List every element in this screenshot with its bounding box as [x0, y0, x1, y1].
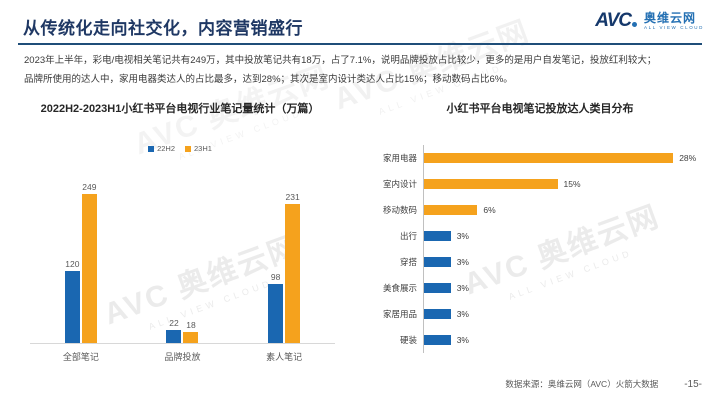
left-chart-legend: 22H2 23H1	[0, 144, 360, 153]
category-label: 家居用品	[382, 309, 417, 319]
page-title: 从传统化走向社交化，内容营销盛行	[23, 19, 303, 38]
right-chart-title: 小红书平台电视笔记投放达人类目分布	[446, 103, 634, 115]
bar-wrap: 231	[285, 192, 301, 343]
bar-value-label: 3%	[456, 231, 469, 241]
bar-value-label: 98	[270, 272, 281, 283]
bar-area: 3%	[423, 249, 469, 275]
category-label: 素人笔记	[266, 352, 303, 362]
bar-wrap: 18	[183, 320, 199, 343]
category-label: 全部笔记	[62, 352, 99, 362]
bar-wrap: 98	[268, 272, 284, 343]
bar	[81, 193, 97, 343]
bar	[285, 204, 301, 343]
bar-row: 硬装 3%	[360, 327, 720, 353]
bar-row: 移动数码 6%	[360, 197, 720, 223]
bar-row: 室内设计 15%	[360, 171, 720, 197]
bar-wrap: 22	[166, 317, 182, 343]
data-source-note: 数据来源：奥维云网（AVC）火箭大数据	[505, 379, 659, 389]
intro-line-2: 品牌所使用的达人中，家用电器类达人的占比最多，达到28%；其次是室内设计类达人占…	[24, 74, 513, 85]
left-chart-title: 2022H2-2023H1小红书平台电视行业笔记量统计（万篇）	[40, 103, 320, 115]
avc-logo-wordmark: 奥维云网 ALL VIEW CLOUD	[644, 12, 704, 31]
bar	[183, 332, 199, 343]
legend-label: 22H2	[157, 144, 175, 153]
bar	[424, 153, 674, 163]
category-label: 穿搭	[399, 257, 417, 267]
intro-paragraph: 2023年上半年，彩电/电视相关笔记共有249万，其中投放笔记共有18万，占了7…	[24, 51, 704, 89]
avc-logo-tagline: ALL VIEW CLOUD	[644, 24, 704, 30]
category-label: 家用电器	[382, 153, 417, 163]
avc-logo-dot-icon	[632, 21, 637, 27]
bar	[424, 335, 451, 345]
bar-row: 出行 3%	[360, 223, 720, 249]
legend-item: 23H1	[185, 144, 212, 153]
bar	[424, 283, 451, 293]
avc-logo-acronym: AVC	[595, 10, 632, 31]
bar	[424, 179, 558, 189]
bar-value-label: 120	[65, 259, 80, 269]
bar	[424, 205, 478, 215]
left-chart: 2022H2-2023H1小红书平台电视行业笔记量统计（万篇） 22H2 23H1…	[0, 92, 360, 362]
footer: 数据来源：奥维云网（AVC）火箭大数据 -15-	[505, 378, 702, 390]
bar-group: 98 231	[268, 192, 301, 343]
bar-area: 3%	[423, 301, 469, 327]
legend-item: 22H2	[148, 144, 175, 153]
intro-line-1: 2023年上半年，彩电/电视相关笔记共有249万，其中投放笔记共有18万，占了7…	[24, 55, 657, 66]
bar-value-label: 15%	[563, 179, 581, 189]
bar-value-label: 28%	[679, 153, 697, 163]
bar-area: 6%	[423, 197, 496, 223]
bar-row: 家用电器 28%	[360, 145, 720, 171]
bar-value-label: 3%	[456, 335, 469, 345]
bar	[268, 284, 284, 343]
bar-wrap: 120	[64, 259, 80, 343]
category-label: 美食展示	[382, 283, 417, 293]
legend-label: 23H1	[194, 144, 212, 153]
bar-area: 3%	[423, 223, 469, 249]
legend-swatch	[148, 145, 155, 152]
legend-swatch	[185, 145, 191, 152]
bar-value-label: 3%	[456, 283, 469, 293]
bar-group: 120 249	[64, 181, 97, 343]
bar	[424, 231, 451, 241]
bar-wrap: 249	[81, 181, 97, 343]
bar-value-label: 249	[82, 181, 97, 192]
bar-value-label: 22	[169, 317, 179, 328]
bar-area: 15%	[423, 171, 581, 197]
bar-value-label: 6%	[483, 205, 496, 215]
category-label: 出行	[399, 231, 417, 241]
avc-logo: AVC 奥维云网 ALL VIEW CLOUD	[595, 10, 704, 32]
avc-logo-name: 奥维云网	[644, 10, 697, 25]
bar-group: 22 18	[166, 317, 199, 343]
bar	[424, 309, 451, 319]
bar-row: 家居用品 3%	[360, 301, 720, 327]
category-label: 品牌投放	[164, 352, 201, 362]
bar-value-label: 18	[186, 320, 196, 331]
category-label: 室内设计	[382, 179, 417, 189]
right-chart-rows: 家用电器 28% 室内设计 15% 移动数码 6% 出行 3% 穿搭 3% 美食展示 3% 家居用品 3%…	[360, 145, 720, 353]
category-label: 硬装	[399, 335, 417, 345]
left-chart-plot: 120 249 22 18 98 231	[30, 157, 335, 344]
category-label: 移动数码	[382, 205, 417, 215]
left-chart-categories: 全部笔记 品牌投放 素人笔记	[30, 350, 335, 363]
bar-value-label: 3%	[456, 309, 469, 319]
bar-area: 28%	[423, 145, 696, 171]
bar-area: 3%	[423, 327, 469, 353]
bar-value-label: 231	[285, 192, 300, 203]
page-number: -15-	[684, 378, 702, 390]
right-chart: 小红书平台电视笔记投放达人类目分布 家用电器 28% 室内设计 15% 移动数码 6% 出行…	[360, 92, 720, 362]
bar-row: 穿搭 3%	[360, 249, 720, 275]
bar	[424, 257, 451, 267]
header-divider	[18, 43, 702, 45]
charts-section: 2022H2-2023H1小红书平台电视行业笔记量统计（万篇） 22H2 23H1…	[0, 92, 720, 362]
bar-area: 3%	[423, 275, 469, 301]
bar	[166, 329, 182, 343]
bar	[64, 271, 80, 343]
bar-row: 美食展示 3%	[360, 275, 720, 301]
bar-value-label: 3%	[456, 257, 469, 267]
